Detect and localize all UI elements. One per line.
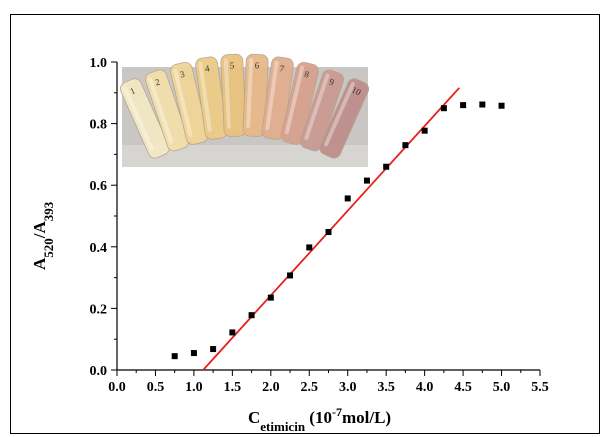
vial-highlight xyxy=(304,73,330,140)
vial-body xyxy=(319,78,370,159)
x-tick-label: 0.5 xyxy=(147,380,165,395)
x-axis-title: Cetimicin (10-7mol/L) xyxy=(248,405,391,434)
x-tick-label: 3.0 xyxy=(339,380,357,395)
x-tick-label: 4.0 xyxy=(416,380,434,395)
x-axis-title-open: (10 xyxy=(305,408,332,427)
data-point xyxy=(229,329,236,336)
vial: 5 xyxy=(220,53,247,137)
data-point xyxy=(287,272,294,279)
axes: 0.0 0.5 1.0 1.5 2.0 2.5 3.0 3.5 4.0 4.5 5.0 5.5 0.0 0… xyxy=(90,56,549,395)
data-point xyxy=(267,294,274,301)
vial-number: 9 xyxy=(328,77,336,88)
x-tick-label: 0.0 xyxy=(108,380,126,395)
vial-number: 10 xyxy=(350,85,363,98)
y-tick-label: 1.0 xyxy=(90,56,108,71)
x-tick-label: 2.0 xyxy=(262,380,280,395)
x-axis-title-sup: -7 xyxy=(332,405,342,419)
y-axis-title-a-sub: 520 xyxy=(41,238,56,258)
y-tick-label: 0.0 xyxy=(90,364,108,379)
vial-number: 8 xyxy=(303,69,310,80)
vial: 10 xyxy=(319,78,370,159)
vial-number: 6 xyxy=(254,60,259,70)
vial-body xyxy=(299,69,345,152)
vial-number: 5 xyxy=(230,60,235,70)
x-axis-title-sub: etimicin xyxy=(260,419,306,434)
y-tick-label: 0.2 xyxy=(90,302,108,317)
data-point xyxy=(402,142,409,149)
vial-body xyxy=(170,61,209,145)
vial-highlight xyxy=(198,62,212,132)
y-axis-title-a: A xyxy=(30,257,49,270)
inset-surface xyxy=(122,145,368,167)
data-point xyxy=(498,102,505,109)
data-point xyxy=(479,101,486,108)
vial-highlight xyxy=(324,81,355,147)
x-tick-label: 5.0 xyxy=(493,380,511,395)
vial: 4 xyxy=(195,56,228,140)
vial-number: 3 xyxy=(179,69,186,80)
data-point xyxy=(190,350,197,357)
vial: 3 xyxy=(170,61,209,145)
vial-body xyxy=(119,78,170,159)
y-tick-label: 0.6 xyxy=(90,179,108,194)
data-point xyxy=(325,229,332,236)
data-point xyxy=(344,195,351,202)
x-tick-label: 2.5 xyxy=(301,380,319,395)
x-tick-label: 1.0 xyxy=(185,380,203,395)
data-point xyxy=(306,244,313,251)
fit-line-group xyxy=(202,87,460,371)
data-point xyxy=(210,346,217,353)
data-points xyxy=(171,101,505,360)
vial-body xyxy=(144,69,190,152)
data-point xyxy=(421,127,428,134)
y-axis-title: A520/A393 xyxy=(30,201,56,270)
x-tick-label: 5.5 xyxy=(531,380,549,395)
vial: 8 xyxy=(280,61,319,145)
y-tick-label: 0.8 xyxy=(90,118,108,133)
data-point xyxy=(440,105,447,112)
data-point xyxy=(171,353,178,360)
vial-number: 7 xyxy=(279,63,285,74)
vial-body xyxy=(280,61,319,145)
figure-frame xyxy=(10,14,600,434)
vial-highlight xyxy=(265,60,279,131)
y-axis-title-slash: /A xyxy=(30,220,49,239)
vial-number: 4 xyxy=(204,63,210,74)
vial-highlight xyxy=(284,65,305,135)
y-axis-title-b-sub: 393 xyxy=(41,201,56,221)
vial: 1 xyxy=(119,78,170,159)
vial: 9 xyxy=(299,69,345,152)
x-tick-label: 4.5 xyxy=(454,380,472,395)
inset-photo-vials: 1 2 3 4 5 6 7 8 9 10 xyxy=(119,53,370,167)
vial-highlight xyxy=(123,86,154,152)
x-tick-label: 3.5 xyxy=(377,380,395,395)
data-point xyxy=(248,312,255,319)
vial-number: 1 xyxy=(129,86,137,97)
vial-highlight xyxy=(173,68,193,137)
y-tick-label: 0.4 xyxy=(90,241,108,256)
x-axis-title-main: C xyxy=(248,408,260,427)
x-axis-title-close: mol/L) xyxy=(342,408,391,427)
data-point xyxy=(383,163,390,170)
x-tick-label: 1.5 xyxy=(224,380,242,395)
vial-number: 2 xyxy=(154,77,161,88)
vial: 6 xyxy=(242,53,269,137)
vial: 2 xyxy=(144,69,190,152)
data-point xyxy=(460,102,467,109)
fit-line xyxy=(202,87,460,371)
vial-highlight xyxy=(223,58,231,129)
data-point xyxy=(363,177,370,184)
vial-highlight xyxy=(148,77,174,144)
vial-highlight xyxy=(246,58,254,129)
